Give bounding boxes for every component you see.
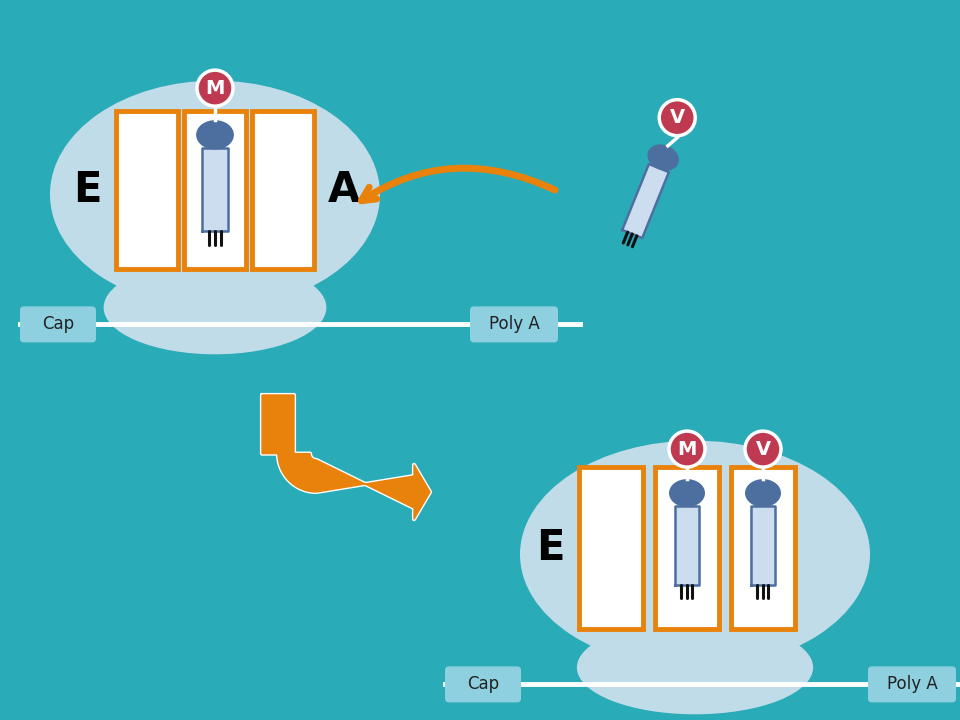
- Ellipse shape: [196, 120, 234, 150]
- Text: Cap: Cap: [467, 675, 499, 693]
- Text: Cap: Cap: [42, 315, 74, 333]
- FancyBboxPatch shape: [655, 467, 719, 629]
- Text: A: A: [328, 169, 360, 211]
- Polygon shape: [622, 164, 669, 238]
- Text: Poly A: Poly A: [489, 315, 540, 333]
- Text: E: E: [537, 527, 565, 569]
- Ellipse shape: [104, 261, 326, 354]
- Circle shape: [745, 431, 781, 467]
- FancyArrowPatch shape: [362, 168, 555, 201]
- Circle shape: [197, 70, 233, 106]
- Circle shape: [669, 431, 705, 467]
- Ellipse shape: [669, 479, 705, 507]
- Ellipse shape: [50, 81, 380, 308]
- Text: V: V: [756, 440, 771, 459]
- FancyBboxPatch shape: [184, 111, 246, 269]
- FancyBboxPatch shape: [731, 467, 795, 629]
- Text: Poly A: Poly A: [887, 675, 937, 693]
- Polygon shape: [751, 505, 775, 585]
- Text: V: V: [670, 108, 684, 127]
- Polygon shape: [262, 395, 430, 519]
- FancyBboxPatch shape: [579, 467, 643, 629]
- Polygon shape: [675, 505, 699, 585]
- Text: E: E: [74, 169, 102, 211]
- Text: M: M: [205, 78, 225, 98]
- Ellipse shape: [745, 479, 781, 507]
- FancyBboxPatch shape: [868, 667, 956, 703]
- Text: M: M: [678, 440, 697, 459]
- Ellipse shape: [647, 145, 679, 171]
- Polygon shape: [203, 148, 228, 231]
- Polygon shape: [262, 395, 430, 519]
- Circle shape: [660, 99, 695, 135]
- FancyBboxPatch shape: [470, 307, 558, 343]
- FancyBboxPatch shape: [20, 307, 96, 343]
- Ellipse shape: [520, 441, 870, 668]
- FancyBboxPatch shape: [252, 111, 314, 269]
- FancyBboxPatch shape: [445, 667, 521, 703]
- FancyBboxPatch shape: [116, 111, 178, 269]
- Ellipse shape: [577, 621, 813, 714]
